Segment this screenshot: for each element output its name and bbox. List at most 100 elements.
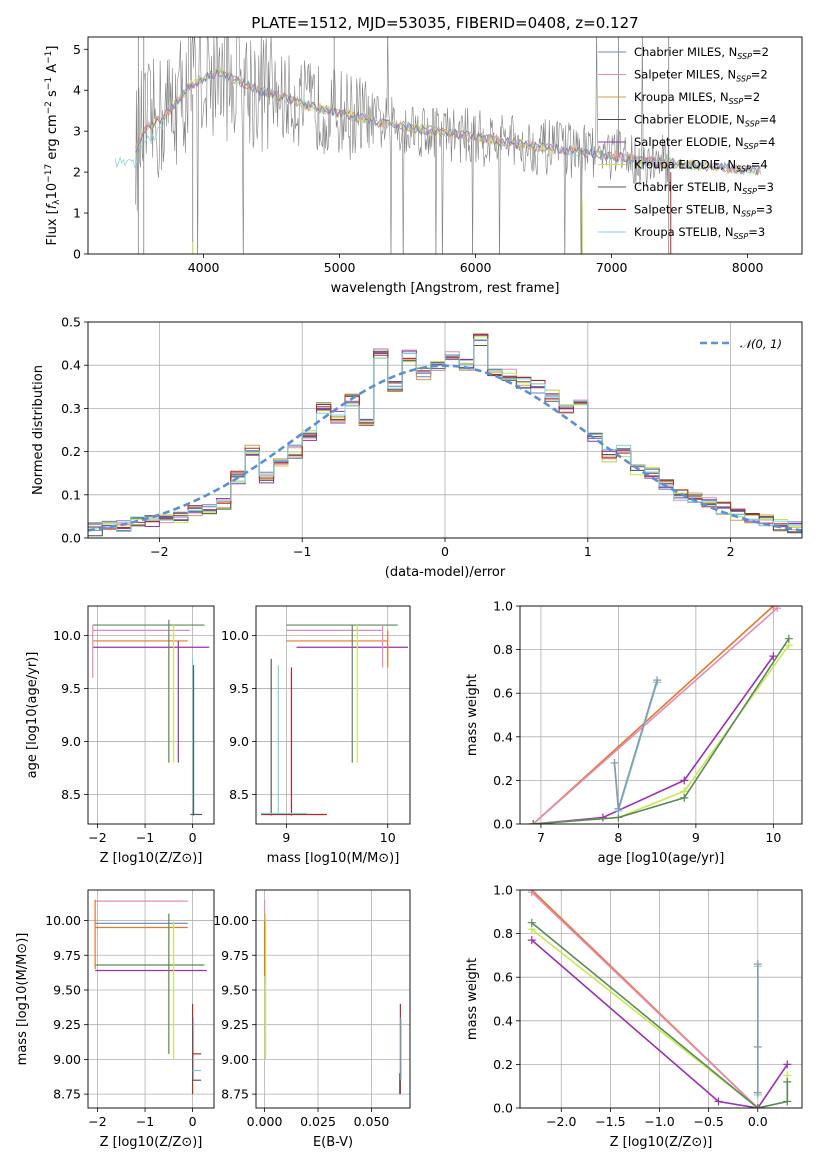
mass-weight-age-marker <box>598 813 607 822</box>
legend-entry: Salpeter STELIB, NSSP=3 <box>634 203 773 219</box>
legend-entry: Chabrier STELIB, NSSP=3 <box>634 180 774 196</box>
y-tick-label: 0.5 <box>61 315 81 330</box>
axes-frame <box>519 605 803 825</box>
mass-weight-age-marker <box>610 758 619 767</box>
mass_vs_ebv-axes: 0.000 0.025 0.050 8.75 9.00 9.25 9.50 9.75 10.00… <box>213 889 411 1150</box>
mass_vs_Z-x-axis-label: Z [log10(Z/Z⊙)] <box>100 1135 203 1150</box>
y-tick-label: 0.4 <box>493 1013 513 1028</box>
y-tick-label: 9.00 <box>53 1052 81 1067</box>
mass-weight-metallicity-marker <box>753 1088 762 1097</box>
legend-entry: 𝒩(0, 1) <box>740 337 782 351</box>
age_vs_Z-plot-area <box>92 619 210 816</box>
y-tick-label: 0.3 <box>61 401 81 416</box>
mass-weight-metallicity-marker <box>527 890 536 897</box>
residuals-axes: −2 −1 0 1 2 0.0 0.1 0.2 0.3 0.4 0.5 (data-model)/er… <box>31 315 803 580</box>
x-tick-label: 10 <box>765 830 781 845</box>
y-tick-label: 1 <box>73 206 81 221</box>
mass_vs_ebv-x-axis-label: E(B-V) <box>313 1135 353 1150</box>
y-tick-label: 9.0 <box>61 734 81 749</box>
mass-weight-metallicity-line <box>531 922 789 1108</box>
massweight_vs_Z-x-axis-label: Z [log10(Z/Z⊙)] <box>610 1135 713 1150</box>
mass_vs_ebv-plot-area <box>263 899 402 1095</box>
axes-frame <box>87 321 803 539</box>
y-tick-label: 9.25 <box>221 1017 249 1032</box>
y-tick-label: 9.5 <box>61 681 81 696</box>
legend-entry: Kroupa ELODIE, NSSP=4 <box>634 158 768 174</box>
mass-weight-age-marker <box>529 820 538 824</box>
massweight_vs_Z-axes: −2.0 −1.5 −1.0 −0.5 0.0 0.0 0.2 0.4 0.6 0.8 1.0 Z [… <box>465 883 803 1150</box>
axes-frame <box>255 605 411 825</box>
x-tick-label: −2.0 <box>546 1114 576 1129</box>
residuals-y-axis-label: Normed distribution <box>31 365 46 495</box>
x-tick-label: 10 <box>380 830 396 845</box>
y-tick-label: 0.2 <box>61 444 81 459</box>
y-tick-label: 10.0 <box>221 628 249 643</box>
y-tick-label: 8.5 <box>229 787 249 802</box>
y-tick-label: 0.6 <box>493 970 513 985</box>
x-tick-label: 0.0 <box>748 1114 768 1129</box>
mass-weight-age-marker <box>784 634 793 643</box>
age_vs_Z-y-axis-label: age [log10(age/yr)] <box>25 652 40 779</box>
mass-weight-age-line <box>532 607 778 824</box>
x-tick-label: 9 <box>692 830 700 845</box>
y-tick-label: 9.50 <box>221 982 249 997</box>
massweight_vs_age-x-axis-label: age [log10(age/yr)] <box>598 851 725 866</box>
x-tick-label: −1.5 <box>595 1114 625 1129</box>
age_vs_Z-x-axis-label: Z [log10(Z/Z⊙)] <box>100 851 203 866</box>
y-tick-label: 9.5 <box>229 681 249 696</box>
legend-entry: Kroupa MILES, NSSP=2 <box>634 90 760 106</box>
normal-distribution-curve <box>88 364 802 532</box>
axes-frame <box>255 889 411 1109</box>
mass-weight-metallicity-marker <box>527 936 536 945</box>
x-tick-label: −1.0 <box>644 1114 674 1129</box>
x-tick-label: 4000 <box>188 260 220 275</box>
spectrum-x-axis-label: wavelength [Angstrom, rest frame] <box>331 281 560 296</box>
x-tick-label: −2 <box>88 830 106 845</box>
x-tick-label: 6000 <box>460 260 492 275</box>
age_vs_mass-x-axis-label: mass [log10(M/M⊙)] <box>267 851 400 866</box>
massweight_vs_age-axes: 7 8 9 10 0.0 0.2 0.4 0.6 0.8 1.0 age [log10(age/yr… <box>465 599 803 866</box>
observed-spectrum-line <box>135 37 671 254</box>
massweight_vs_Z-y-axis-label: mass weight <box>465 958 480 1040</box>
x-tick-label: 0 <box>441 544 449 559</box>
x-tick-label: 0 <box>189 830 197 845</box>
mass-weight-age-marker <box>769 652 778 661</box>
massweight_vs_Z-plot-area <box>527 890 792 1108</box>
y-tick-label: 0.8 <box>493 926 513 941</box>
x-tick-label: −1 <box>136 830 154 845</box>
mass-weight-metallicity-marker <box>753 1042 762 1051</box>
x-tick-label: 0.000 <box>247 1114 283 1129</box>
spectrum-axes: 4000 5000 6000 7000 8000 0 1 2 3 4 5 wavelength [An… <box>44 36 803 296</box>
y-tick-label: 0.2 <box>493 773 513 788</box>
y-tick-label: 3 <box>73 124 81 139</box>
x-tick-label: 0 <box>189 1114 197 1129</box>
legend-entry: Salpeter MILES, NSSP=2 <box>634 68 768 84</box>
age_vs_Z-axes: −2 −1 0 8.5 9.0 9.5 10.0 Z [log10(Z/Z⊙)] age [lo… <box>25 605 215 866</box>
y-tick-label: 2 <box>73 165 81 180</box>
x-tick-label: −2 <box>150 544 168 559</box>
model-spectrum-line <box>135 69 762 176</box>
y-tick-label: 9.50 <box>53 982 81 997</box>
x-tick-label: 7000 <box>596 260 628 275</box>
y-tick-label: 8.5 <box>61 787 81 802</box>
y-tick-label: 9.0 <box>229 734 249 749</box>
y-tick-label: 10.00 <box>213 913 249 928</box>
y-tick-label: 9.25 <box>53 1017 81 1032</box>
age_vs_mass-plot-area <box>261 624 408 816</box>
x-tick-label: 5000 <box>324 260 356 275</box>
axes-frame <box>87 36 803 255</box>
y-tick-label: 9.75 <box>53 948 81 963</box>
mass-weight-metallicity-line <box>531 891 759 1108</box>
legend-entry: Salpeter ELODIE, NSSP=4 <box>634 135 775 151</box>
x-tick-label: 7 <box>537 830 545 845</box>
massweight_vs_age-plot-area <box>529 606 793 824</box>
y-tick-label: 0.0 <box>493 1101 513 1116</box>
mass-weight-metallicity-marker <box>783 1060 792 1069</box>
y-tick-label: 0.4 <box>493 729 513 744</box>
residual-histogram-step <box>88 338 802 532</box>
y-tick-label: 1.0 <box>493 599 513 614</box>
y-tick-label: 8.75 <box>221 1087 249 1102</box>
mass-weight-metallicity-marker <box>783 1097 792 1106</box>
mass_vs_Z-y-axis-label: mass [log10(M/M⊙)] <box>15 933 30 1066</box>
